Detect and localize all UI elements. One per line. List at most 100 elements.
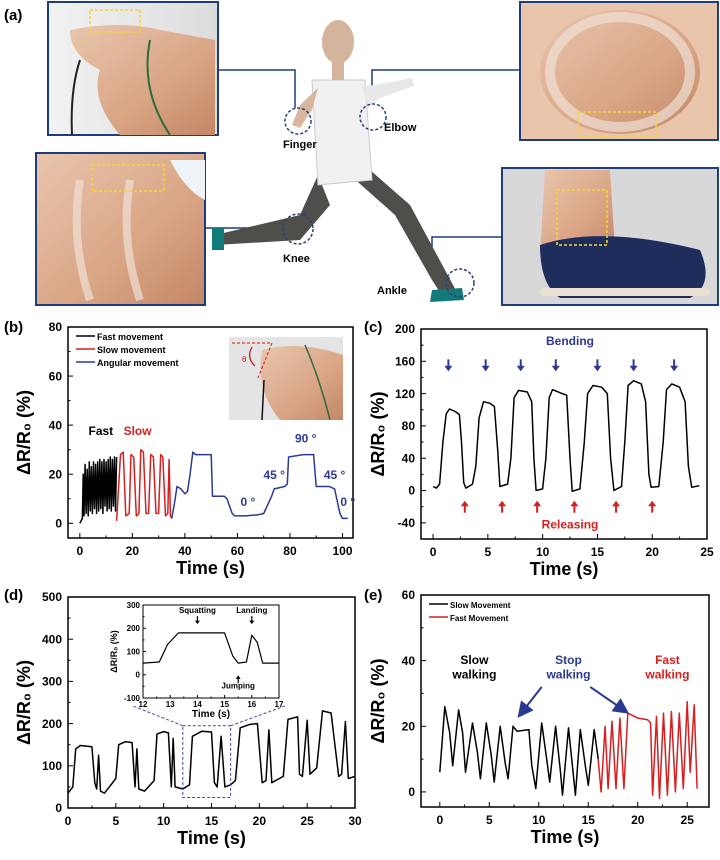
arrowhead-icon (498, 500, 507, 507)
annotation-label: Jumping (222, 682, 255, 691)
x-tick-label: 20 (253, 814, 267, 828)
y-tick-label: 100 (127, 647, 141, 656)
x-tick-label: 20 (631, 813, 645, 827)
series-line (432, 379, 700, 493)
ankle-photo (501, 167, 719, 306)
series-line (142, 632, 279, 664)
x-tick-label: 25 (300, 814, 314, 828)
joint-label-elbow: Elbow (384, 122, 417, 134)
joint-markers (282, 103, 475, 298)
x-tick-label: 16 (247, 700, 256, 709)
inset-chart: 12 13 14 15 16 17 -100 0 100 200 300 Time (s) ΔR/R₀ … (109, 601, 284, 720)
panel-a: (a) (4, 1, 719, 306)
annotation-label: walking (545, 668, 590, 682)
x-tick-label: 15 (582, 813, 596, 827)
y-tick-label: 300 (42, 675, 62, 689)
y-tick-label: 20 (49, 467, 63, 481)
x-tick-label: 15 (205, 814, 219, 828)
angle-theta-label: θ (242, 355, 247, 364)
y-tick-label: 0 (136, 671, 141, 680)
x-tick-label: 15 (220, 700, 229, 709)
x-tick-label: 5 (484, 545, 491, 559)
series-line-fast-movement (79, 456, 118, 524)
legend-label: Slow Movement (450, 601, 511, 610)
arrowhead-icon (235, 675, 241, 679)
y-tick-label: 40 (49, 418, 63, 432)
x-axis-label: Time (s) (192, 709, 230, 720)
elbow-joint-marker (359, 103, 387, 131)
arrowhead-icon (533, 500, 542, 507)
x-tick-label: 25 (700, 545, 714, 559)
joint-label-ankle: Ankle (377, 285, 407, 297)
series-line-fast-movement (597, 700, 698, 800)
annotation-label: 45 ° (263, 468, 285, 482)
annotation-label: 90 ° (295, 431, 317, 445)
panel-label: (b) (4, 319, 23, 336)
panel-label-a: (a) (4, 7, 22, 24)
y-axis-label: ΔR/R₀ (%) (368, 391, 388, 476)
human-figure (212, 20, 464, 302)
series-line-slow-movement (115, 448, 173, 521)
legend-label: Fast Movement (450, 614, 509, 623)
x-axis-label: Time (s) (530, 559, 599, 579)
arrowhead-icon (460, 500, 469, 507)
x-tick-label: 0 (76, 544, 83, 558)
arrowhead-icon (249, 620, 255, 625)
finger-connector (218, 69, 296, 108)
plot-frame (67, 326, 354, 539)
finger-joint-marker (284, 107, 312, 135)
x-tick-label: 80 (283, 544, 297, 558)
y-tick-label: 200 (127, 624, 141, 633)
y-tick-label: 100 (42, 759, 62, 773)
zoom-connector (132, 705, 183, 727)
y-tick-label: 500 (42, 590, 62, 604)
x-tick-label: 10 (536, 545, 550, 559)
pointer-arrow-icon (517, 686, 543, 718)
arrowhead-icon (629, 365, 638, 372)
arrowhead-icon (670, 365, 679, 372)
elbow-photo (519, 1, 719, 141)
annotation-label: walking (644, 668, 689, 682)
finger-photo (47, 1, 219, 136)
x-tick-label: 12 (139, 700, 148, 709)
y-tick-label: 40 (402, 451, 416, 465)
y-axis-label: ΔR/R₀ (%) (109, 630, 119, 673)
panel-label: (c) (364, 319, 382, 336)
arrowhead-icon (444, 365, 453, 372)
ankle-joint-marker (445, 268, 475, 298)
annotation-label: Slow (460, 653, 489, 667)
y-tick-label: 300 (127, 601, 141, 610)
x-tick-label: 20 (126, 544, 140, 558)
x-tick-label: 15 (591, 545, 605, 559)
y-tick-label: 160 (395, 355, 415, 369)
annotation-label: walking (451, 668, 496, 682)
arrowhead-icon (612, 500, 621, 507)
annotation-label: Bending (546, 334, 594, 348)
x-tick-label: 30 (348, 814, 362, 828)
x-tick-label: 10 (532, 813, 546, 827)
arrowhead-icon (570, 500, 579, 507)
x-axis-label: Time (s) (531, 827, 600, 847)
x-tick-label: 14 (193, 700, 202, 709)
x-tick-label: 10 (157, 814, 171, 828)
annotation-label: Fast (88, 424, 113, 438)
chart-panel-c: (c) 0 5 10 15 20 25 -40 0 40 80 120 160 200 Time (s) ΔR… (364, 319, 714, 579)
pointer-arrow-icon (589, 686, 630, 714)
x-tick-label: 100 (332, 544, 352, 558)
annotation-label: 0 ° (340, 495, 355, 509)
x-tick-label: 5 (486, 813, 493, 827)
arrowhead-icon (481, 365, 490, 372)
x-axis-label: Time (s) (177, 828, 246, 848)
chart-panel-e: (e) 0 5 10 15 20 25 0 20 40 60 Time (s) ΔR/R₀ (%) Slo… (364, 587, 710, 847)
joint-label-knee: Knee (283, 253, 310, 265)
arrowhead-icon (648, 500, 657, 507)
x-tick-label: 60 (231, 544, 245, 558)
series-line-angular-movement (171, 451, 348, 520)
arrowhead-icon (593, 365, 602, 372)
y-tick-label: 80 (49, 320, 63, 334)
y-tick-label: 400 (42, 632, 62, 646)
annotation-label: Releasing (542, 518, 599, 532)
x-tick-label: 0 (65, 814, 72, 828)
